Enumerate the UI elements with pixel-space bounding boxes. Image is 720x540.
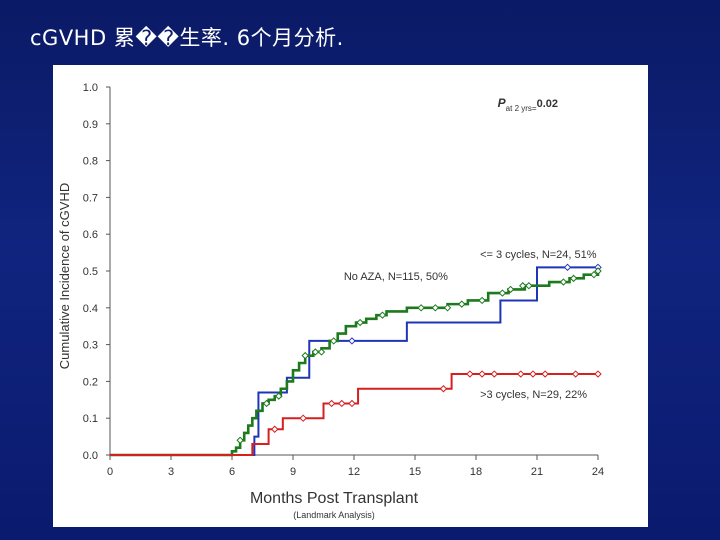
censor-marker [348,337,356,345]
y-tick-label: 0.7 [83,192,98,204]
x-tick-label: 21 [531,466,543,478]
censor-marker [270,425,279,433]
x-tick-label: 6 [229,466,235,478]
censor-marker [517,370,525,378]
series-line-1 [110,266,598,456]
censor-marker [329,337,338,345]
censor-marker [327,399,336,408]
censor-marker [301,351,309,360]
series-label-3: >3 cycles, N=29, 22% [480,389,587,401]
censor-marker [563,263,572,272]
censor-marker [529,370,537,378]
censor-marker [466,370,474,378]
censor-marker [439,385,448,393]
censor-marker [590,270,598,279]
x-tick-label: 0 [107,466,113,478]
x-tick-label: 18 [470,466,482,478]
censor-marker [458,300,466,308]
y-tick-label: 0.5 [83,266,98,278]
x-tick-label: 9 [290,466,296,478]
censor-marker [506,285,515,294]
y-axis-title: Cumulative Incidence of cGVHD [57,183,72,369]
x-axis-subtitle: (Landmark Analysis) [293,510,375,520]
slide-title: cGVHD 累��生率. 6个月分析. [30,26,344,50]
y-tick-label: 0.0 [83,450,98,462]
censor-marker [236,436,244,444]
x-tick-label: 3 [168,466,174,478]
censor-marker [594,370,602,378]
censor-marker [443,304,452,312]
censor-marker [498,289,507,297]
y-tick-label: 1.0 [83,82,98,94]
chart-panel: 0.0 0.1 0.2 0.3 0.4 0.5 0.6 0.7 0.8 0.9 1.0 0 3 6 9 12 1… [53,65,648,527]
censor-marker [525,282,533,290]
cgvhd-incidence-chart: 0.0 0.1 0.2 0.3 0.4 0.5 0.6 0.7 0.8 0.9 1.0 0 3 6 9 12 1… [57,82,604,520]
censor-marker [275,392,283,400]
y-tick-label: 0.8 [83,156,98,168]
p-value-annotation: Pat 2 yrs=0.02 [498,96,558,113]
x-tick-label: 12 [348,466,360,478]
y-tick-label: 0.2 [83,376,98,388]
y-tick-label: 0.3 [83,340,98,352]
censor-marker [299,414,307,422]
series-label-1: <= 3 cycles, N=24, 51% [480,249,597,261]
x-tick-label: 24 [592,466,604,478]
censor-marker [317,348,326,356]
censor-marker [338,399,346,408]
censor-marker [431,304,440,312]
x-axis-title: Months Post Transplant [250,490,419,507]
censor-marker [490,370,499,378]
series-label-2: No AZA, N=115, 50% [344,271,448,283]
series-line-2 [110,271,600,457]
censor-marker [262,399,271,408]
censor-marker [417,304,425,312]
y-tick-label: 0.1 [83,413,98,425]
censor-marker [478,296,486,305]
censor-marker [348,399,356,408]
y-tick-label: 0.4 [83,303,98,315]
censor-marker [478,370,486,378]
y-tick-label: 0.9 [83,119,98,131]
censor-marker [559,278,568,286]
series-line-3 [110,373,598,456]
censor-marker [594,267,602,275]
censor-marker [571,370,580,378]
censor-marker [569,274,578,283]
censor-marker [378,311,387,319]
censor-marker [356,318,364,327]
y-tick-label: 0.6 [83,229,98,241]
censor-marker [541,370,549,378]
x-tick-label: 15 [409,466,421,478]
